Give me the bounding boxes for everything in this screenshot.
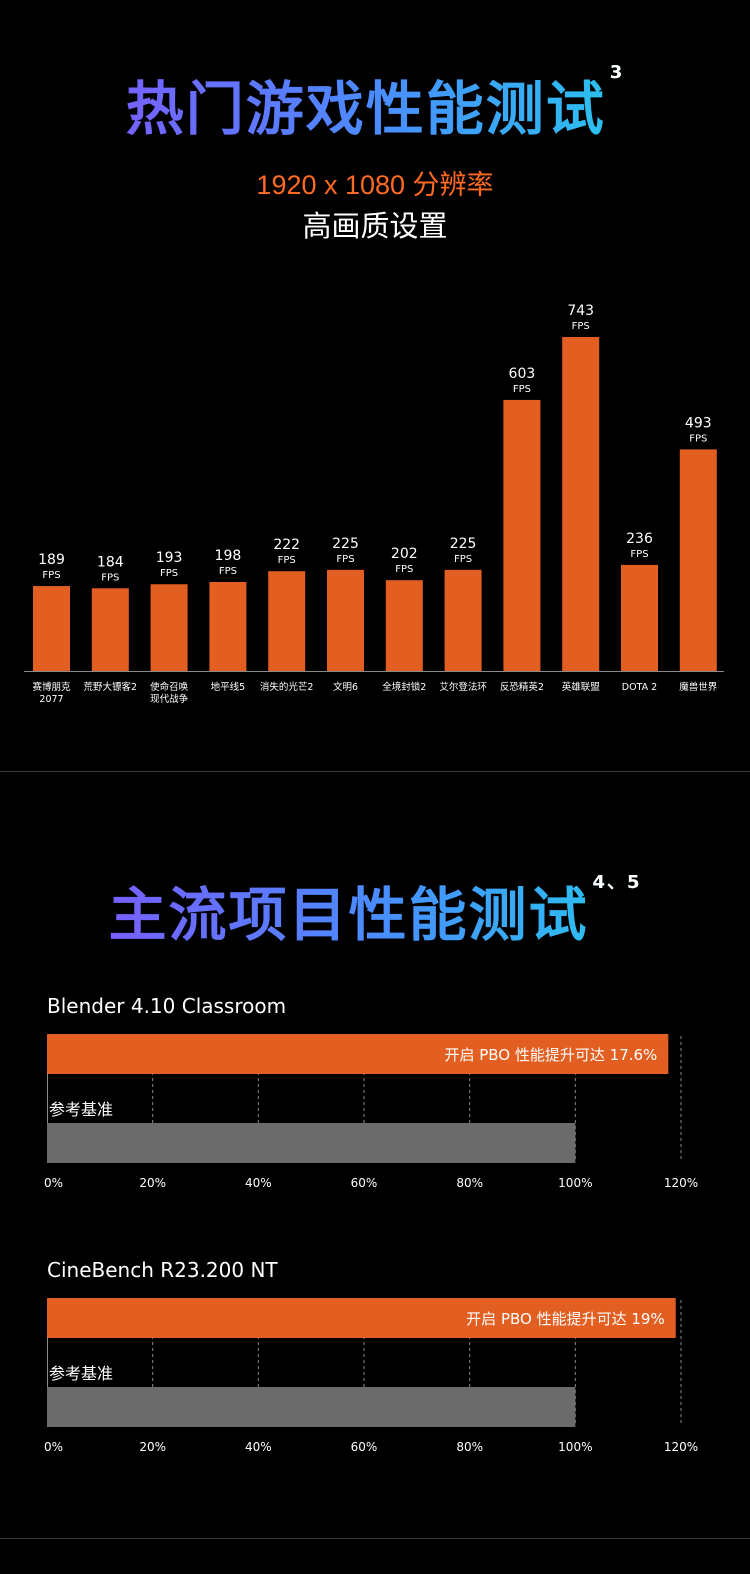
baseline-label: 参考基准 [49,1364,113,1383]
game-name-label: 2077 [39,694,63,705]
x-tick-label: 20% [139,1176,166,1190]
fps-value-label: 193 [156,550,183,566]
pbo-bar [47,1298,676,1338]
fps-bar [679,449,717,671]
fps-value-label: 493 [685,415,712,431]
fps-bar [385,580,423,671]
x-tick-label: 120% [664,1440,698,1454]
fps-value-label: 222 [273,537,300,553]
resolution-text: 1920 x 1080 分辨率 [256,170,494,200]
fps-value-label: 189 [38,552,65,568]
fps-unit-label: FPS [219,566,237,577]
fps-value-label: 743 [567,303,594,319]
fps-bar [33,586,70,671]
x-tick-label: 80% [456,1440,483,1454]
fps-bar [268,571,306,671]
benchmark-title: Blender 4.10 Classroom [47,994,286,1018]
x-tick-label: 80% [456,1176,483,1190]
x-tick-label: 100% [558,1440,592,1454]
section2-title-text: 主流项目性能测试 [108,881,589,949]
fps-unit-label: FPS [336,554,354,565]
game-name-label: DOTA 2 [622,682,657,693]
x-tick-label: 60% [351,1440,378,1454]
x-tick-label: 0% [44,1176,63,1190]
x-tick-label: 0% [44,1440,63,1454]
x-tick-label: 40% [245,1176,272,1190]
fps-bar [209,581,247,671]
quality-text: 高画质设置 [302,209,448,243]
pbo-bar-label: 开启 PBO 性能提升可达 17.6% [444,1046,657,1064]
game-name-label: 全境封锁2 [382,681,426,693]
fps-bar [150,584,188,671]
section2-title-footnote: 4、5 [592,872,642,893]
game-name-label: 魔兽世界 [679,681,718,693]
benchmark-chart: Blender 4.10 Classroom 开启 PBO 性能提升可达 17.6… [44,994,698,1190]
game-name-label: 赛博朋克 [32,681,71,693]
x-tick-label: 100% [558,1176,592,1190]
fps-unit-label: FPS [395,564,413,575]
section-divider-top [0,771,750,772]
section-divider-bottom [0,1538,750,1539]
fps-unit-label: FPS [630,549,648,560]
fps-unit-label: FPS [572,321,590,332]
fps-unit-label: FPS [454,554,472,565]
fps-value-label: 225 [332,536,359,552]
baseline-bar [47,1123,576,1163]
section1-title-footnote: 3 [609,62,625,83]
fps-unit-label: FPS [278,555,296,566]
fps-bar [503,399,541,671]
game-name-label: 现代战争 [150,693,189,705]
fps-bar [444,569,482,671]
game-name-label: 艾尔登法环 [439,681,487,693]
fps-unit-label: FPS [160,568,178,579]
fps-unit-label: FPS [689,433,707,444]
fps-bar [91,588,129,671]
baseline-label: 参考基准 [49,1100,113,1119]
game-name-label: 反恐精英2 [500,681,544,693]
benchmark-charts: Blender 4.10 Classroom 开启 PBO 性能提升可达 17.6… [44,994,698,1454]
game-name-label: 英雄联盟 [562,681,601,693]
fps-value-label: 603 [509,366,536,382]
x-tick-label: 120% [664,1176,698,1190]
benchmark-chart: CineBench R23.200 NT 开启 PBO 性能提升可达 19% 参考基… [44,1258,698,1454]
x-tick-label: 60% [351,1176,378,1190]
fps-value-label: 202 [391,546,418,562]
fps-value-label: 198 [215,548,242,564]
game-name-label: 地平线5 [211,681,246,693]
fps-unit-label: FPS [101,572,119,583]
fps-bar [562,337,600,671]
x-tick-label: 20% [139,1440,166,1454]
fps-value-label: 184 [97,554,124,570]
game-name-label: 文明6 [333,681,358,693]
section2-title: 主流项目性能测试 4、5 [0,868,750,952]
fps-bar [327,569,364,671]
baseline-bar [47,1387,576,1427]
fps-unit-label: FPS [513,384,531,395]
section1-title: 热门游戏性能测试3 [0,62,750,146]
game-name-label: 荒野大镖客2 [84,681,138,693]
fps-bar [621,564,658,671]
fps-value-label: 225 [450,536,477,552]
fps-unit-label: FPS [42,570,60,581]
x-tick-label: 40% [245,1440,272,1454]
pbo-bar [47,1034,669,1074]
benchmark-title: CineBench R23.200 NT [47,1258,278,1282]
game-name-label: 消失的光芒2 [260,681,314,693]
game-name-label: 使命召唤 [150,681,189,693]
pbo-bar-label: 开启 PBO 性能提升可达 19% [466,1310,665,1328]
fps-value-label: 236 [626,531,653,547]
